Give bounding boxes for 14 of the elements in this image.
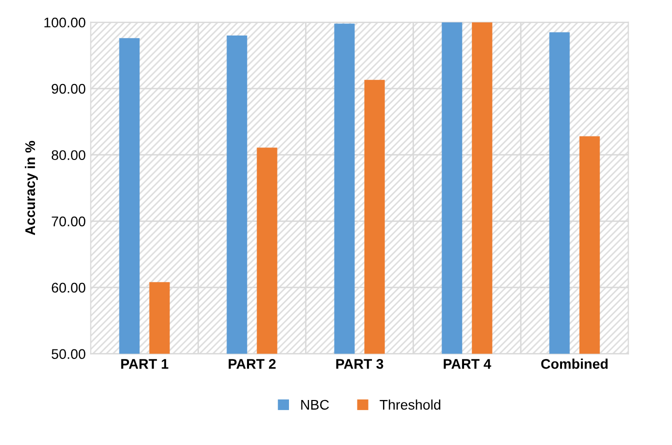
y-tick-label: 80.00 <box>52 150 86 160</box>
y-tick-label: 70.00 <box>52 216 86 226</box>
x-tick-label: PART 1 <box>121 359 168 369</box>
y-tick-label: 90.00 <box>52 84 86 94</box>
x-tick-label: PART 2 <box>228 359 276 369</box>
legend-label: Threshold <box>380 400 440 410</box>
x-tick-label: Combined <box>541 358 608 369</box>
y-tick-label: 100.00 <box>44 18 86 28</box>
y-tick-label: 50.00 <box>52 349 86 359</box>
x-tick-label: PART 4 <box>444 359 492 369</box>
x-tick-label: PART 3 <box>336 359 384 369</box>
y-axis-title: Accuracy in % <box>24 140 38 236</box>
y-tick-label: 60.00 <box>52 282 86 293</box>
legend-label: NBC <box>301 400 329 410</box>
